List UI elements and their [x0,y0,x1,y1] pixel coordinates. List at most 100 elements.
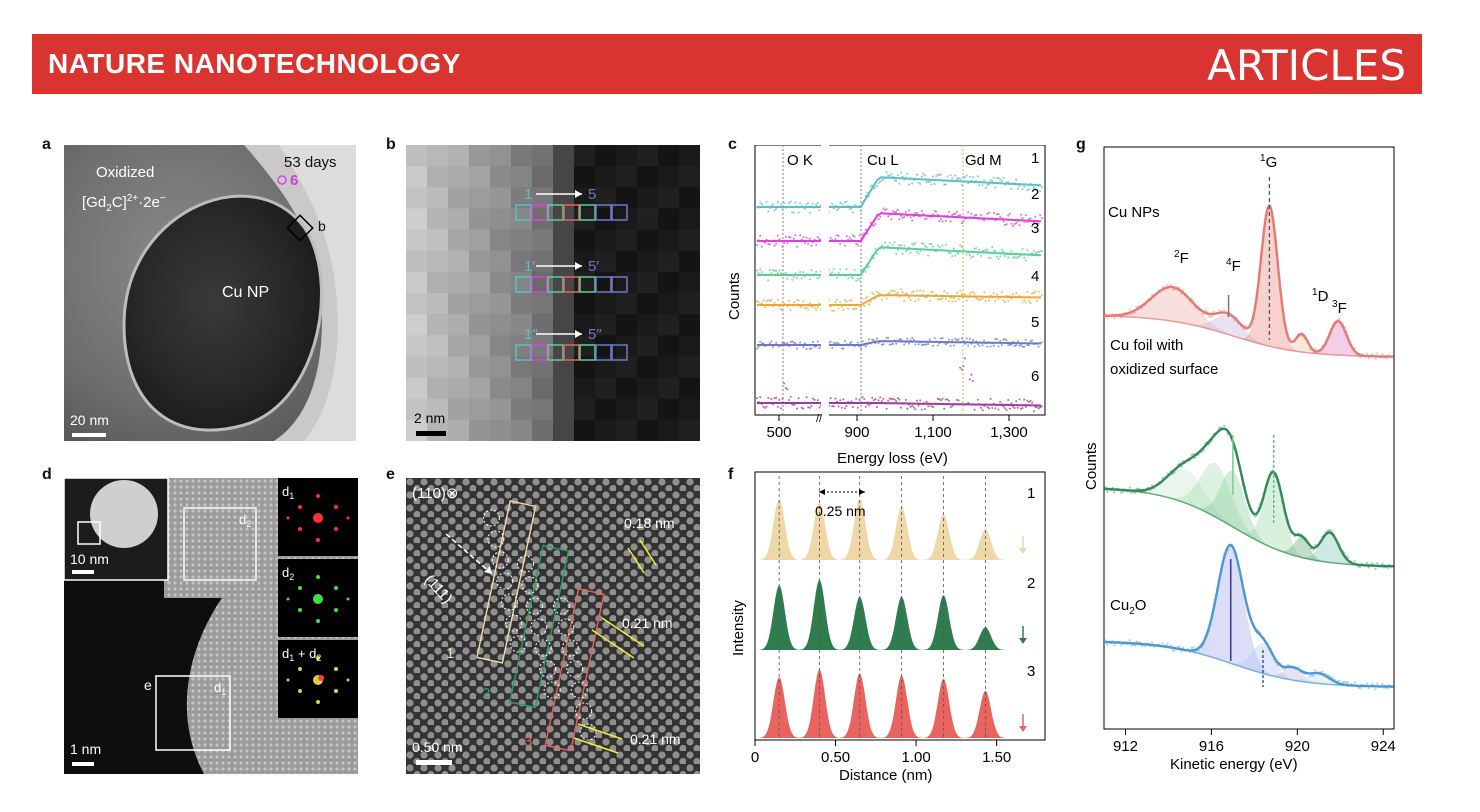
f-x-tick: 0 [751,749,759,766]
curve-label-3: 3 [1031,220,1039,237]
cu-foil-label-2: oxidized surface [1110,361,1218,378]
strip-cell [611,276,628,293]
fft-spot [316,700,320,704]
spacing-annotation: 0.25 nm [815,503,866,519]
box-b-label: b [318,218,326,234]
atom-column-marker [566,660,584,678]
edge-label-gdm: Gd M [965,152,1002,169]
strip-end-label: 5″ [588,326,602,343]
cu-foil-fit [1103,427,1394,568]
c-x-axis-label: Energy loss (eV) [837,450,948,467]
strip-cell [595,344,612,361]
c-x-tick: 1,100 [914,424,952,441]
atom-column-marker [525,597,543,615]
profile-label-3: 3 [1027,663,1035,680]
strip-start-label: 1″ [524,326,538,343]
spacing-label-1: 0.18 nm [624,515,675,531]
cu-nps-background [1104,315,1392,358]
panel-a-tem-image: Oxidized [Gd2C]2+·2e− 53 days 6 b Cu NP … [64,145,356,441]
journal-banner: NATURE NANOTECHNOLOGY ARTICLES [32,34,1422,94]
curve-label-2: 2 [1031,186,1039,203]
axis-break-mark: // [816,413,823,425]
term-1D: 1D [1312,287,1329,305]
profile-area-3 [755,669,1045,738]
cu-nps-component [1104,314,1394,357]
atom-column-marker [552,597,570,615]
g-x-tick: 920 [1285,738,1310,755]
atom-column-marker [561,639,579,657]
atom-column-marker [521,576,539,594]
atom-column-marker [491,551,509,569]
strip-cell [515,344,532,361]
strip-cell [563,276,580,293]
f-x-tick: 0.50 [821,749,850,766]
d1-region-box [155,675,231,751]
cu-nps-label: Cu NPs [1108,204,1160,221]
panel-label-e: e [386,466,395,483]
g-x-axis-label: Kinetic energy (eV) [1170,756,1298,773]
panel-label-f: f [728,466,734,483]
inset-scale-label: 10 nm [70,551,109,567]
g-y-axis-label: Counts [1083,442,1100,490]
cu2o-label: Cu2O [1110,597,1146,617]
atom-column-marker [516,555,534,573]
panel-d-haadf-image: 10 nm d2 d1 e d1 d2 d1 + d2 1 nm [64,478,358,774]
cu-foil-component [1104,468,1394,567]
strip-cell [515,204,532,221]
fft-spot [346,516,350,520]
atom-column-marker [505,614,523,632]
eels-fit-3 [757,246,1042,276]
fft-spot [334,505,338,509]
fft-spot [286,597,290,601]
strip-cell [563,344,580,361]
line-profile-rect-1 [476,500,537,664]
fft-spot [298,527,302,531]
panel-g-auger-chart: Cu NPs Cu foil with oxidized surface Cu2… [1083,146,1396,773]
fft-spot [298,608,302,612]
fft-spot [298,505,302,509]
f-x-axis-label: Distance (nm) [839,767,932,784]
fft-spot [298,586,302,590]
edge-label-ok: O K [787,152,813,169]
point-6-label: 6 [290,172,298,189]
fft-spot [334,689,338,693]
eels-fit-4 [757,294,1042,306]
strip-cell [547,344,564,361]
panel-label-a: a [42,136,51,153]
fft-spot [346,597,350,601]
line-profile-rect-2 [508,544,570,709]
cu-nps-component [1104,287,1394,357]
e-box-label: e [144,677,152,693]
f-y-axis-label: Intensity [730,600,747,656]
panel-label-b: b [386,136,396,153]
fft-spot [334,527,338,531]
strip-end-label: 5′ [588,258,599,275]
eels-fit-6 [757,401,1042,407]
term-4F: 4F [1226,257,1241,275]
eels-fit-2 [757,212,1042,242]
cu-foil-background [1103,488,1392,567]
atom-column-marker [496,572,514,590]
curve-label-1: 1 [1031,150,1039,167]
strip-cell [547,204,564,221]
fft-spot [286,678,290,682]
days-label: 53 days [284,154,337,171]
fft-spot [316,494,320,498]
strip-cell [611,344,628,361]
profile-label-1: 1 [1027,485,1035,502]
d1-region-label: d1 [214,680,226,697]
scale-label-d: 1 nm [70,741,101,757]
journal-name: NATURE NANOTECHNOLOGY [48,48,461,79]
fft-spot [286,516,290,520]
g-x-tick: 912 [1113,738,1138,755]
strip-cell [547,276,564,293]
cu-foil-component [1104,470,1394,567]
oxidized-label: Oxidized [96,164,154,181]
profile-label-2: 2 [1027,575,1035,592]
atom-column-marker [539,660,557,678]
section-title: ARTICLES [1207,41,1406,90]
panel-label-g: g [1076,136,1086,153]
g-x-tick: 924 [1371,738,1396,755]
curve-label-6: 6 [1031,368,1039,385]
rect-2-label: 2 [482,685,490,702]
